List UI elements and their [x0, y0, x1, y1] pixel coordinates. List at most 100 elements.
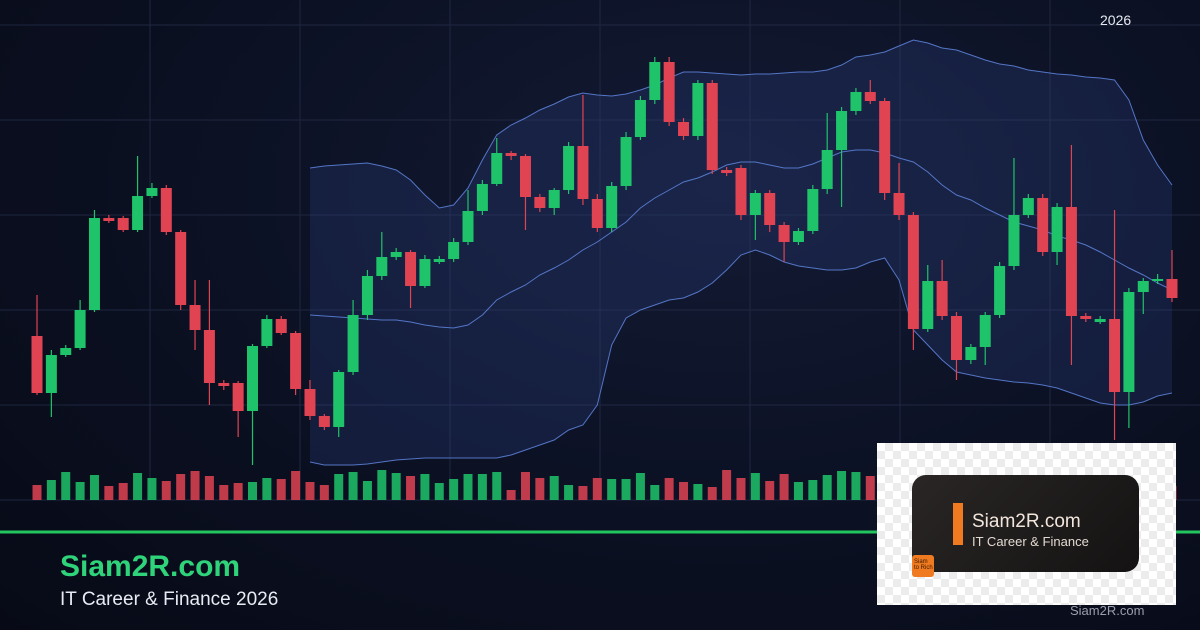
candle-body [505, 153, 517, 156]
band-line [309, 39, 1173, 209]
candle-body [606, 186, 618, 228]
volume-bar [420, 474, 430, 500]
candle-body [979, 315, 991, 347]
volume-bar [176, 474, 186, 500]
candle-body [692, 83, 704, 136]
volume-bar [535, 478, 545, 500]
volume-bar [161, 481, 171, 500]
candle-body [965, 347, 977, 360]
candle-body [433, 259, 445, 262]
candle-body [936, 281, 948, 316]
volume-bar [463, 474, 473, 500]
candle-body [1051, 207, 1063, 252]
volume-bar [334, 474, 344, 500]
volume-bar [89, 475, 99, 500]
candle-body [117, 218, 129, 230]
volume-bar [477, 474, 487, 500]
footer: Siam2R.com [1070, 603, 1145, 618]
candle-body [462, 211, 474, 242]
volume-bar [592, 478, 602, 500]
candle-body [45, 355, 57, 393]
volume-bar [520, 472, 530, 500]
candle-body [1022, 198, 1034, 215]
volume-bar [319, 485, 329, 500]
candle-body [591, 199, 603, 228]
candle-body [189, 305, 201, 330]
volume-bar [564, 485, 574, 500]
volume-bar [291, 471, 301, 500]
volume-bar [492, 472, 502, 500]
volume-bar [190, 471, 200, 500]
candle-body [132, 196, 144, 230]
candle-body [950, 316, 962, 360]
volume-bar [233, 483, 243, 500]
candle-body [534, 197, 546, 208]
brand-title: Siam2R.com [60, 550, 241, 583]
candle-body [1166, 279, 1178, 298]
candle-body [792, 231, 804, 242]
candle-body [247, 346, 259, 411]
candle-body [146, 188, 158, 196]
volume-bar [406, 476, 416, 500]
volume-bar [851, 472, 861, 500]
logo-bar [953, 503, 963, 545]
volume-bar [578, 486, 588, 500]
volume-bar [61, 472, 71, 500]
candle-body [721, 170, 733, 173]
candle-body [304, 389, 316, 416]
candle-body [347, 315, 359, 372]
band-line [309, 249, 1173, 466]
logo-badge: Siam to Rich [912, 555, 934, 577]
candle-body [333, 372, 345, 427]
candle-body [376, 257, 388, 276]
candle-body [577, 146, 589, 199]
volume-bar [635, 473, 645, 500]
volume-bar [133, 473, 143, 500]
candle-body [922, 281, 934, 329]
volume-bar [722, 470, 732, 500]
candle-body [893, 193, 905, 215]
volume-bar [262, 478, 272, 500]
candle-body [361, 276, 373, 315]
candle-body [60, 348, 72, 355]
volume-bar [305, 482, 315, 500]
volume-bar [793, 482, 803, 500]
candle-body [1094, 319, 1106, 322]
candle-body [1137, 281, 1149, 292]
volume-bar [693, 484, 703, 500]
volume-bar [549, 476, 559, 500]
candle-body [218, 383, 230, 386]
candle-body [678, 122, 690, 136]
candle-body [88, 218, 100, 310]
candle-body [275, 319, 287, 333]
candle-body [519, 156, 531, 197]
candle-body [994, 266, 1006, 315]
candle-body [807, 189, 819, 231]
volume-bar [664, 478, 674, 500]
candle-body [620, 137, 632, 186]
year: 2026 [1100, 12, 1132, 28]
candle-body [850, 92, 862, 111]
candle-body [735, 168, 747, 215]
volume-bar [779, 474, 789, 500]
candle-body [778, 225, 790, 242]
volume-bar [204, 476, 214, 500]
candle-body [419, 259, 431, 286]
volume-bar [348, 472, 358, 500]
candle-body [864, 92, 876, 101]
candle-body [1008, 215, 1020, 266]
candle-body [318, 416, 330, 427]
candle-body [764, 193, 776, 225]
volume-bar [808, 480, 818, 500]
volume-bar [118, 483, 128, 500]
volume-bar [707, 487, 717, 500]
logo-panel: Siam2R.com IT Career & Finance Siam to R… [877, 443, 1176, 605]
candle-body [1109, 319, 1121, 392]
candle-body [448, 242, 460, 259]
volume-bar [607, 479, 617, 500]
volume-bar [449, 479, 459, 500]
volume-bar [750, 473, 760, 500]
volume-bar [434, 483, 444, 500]
volume-bar [46, 480, 56, 500]
